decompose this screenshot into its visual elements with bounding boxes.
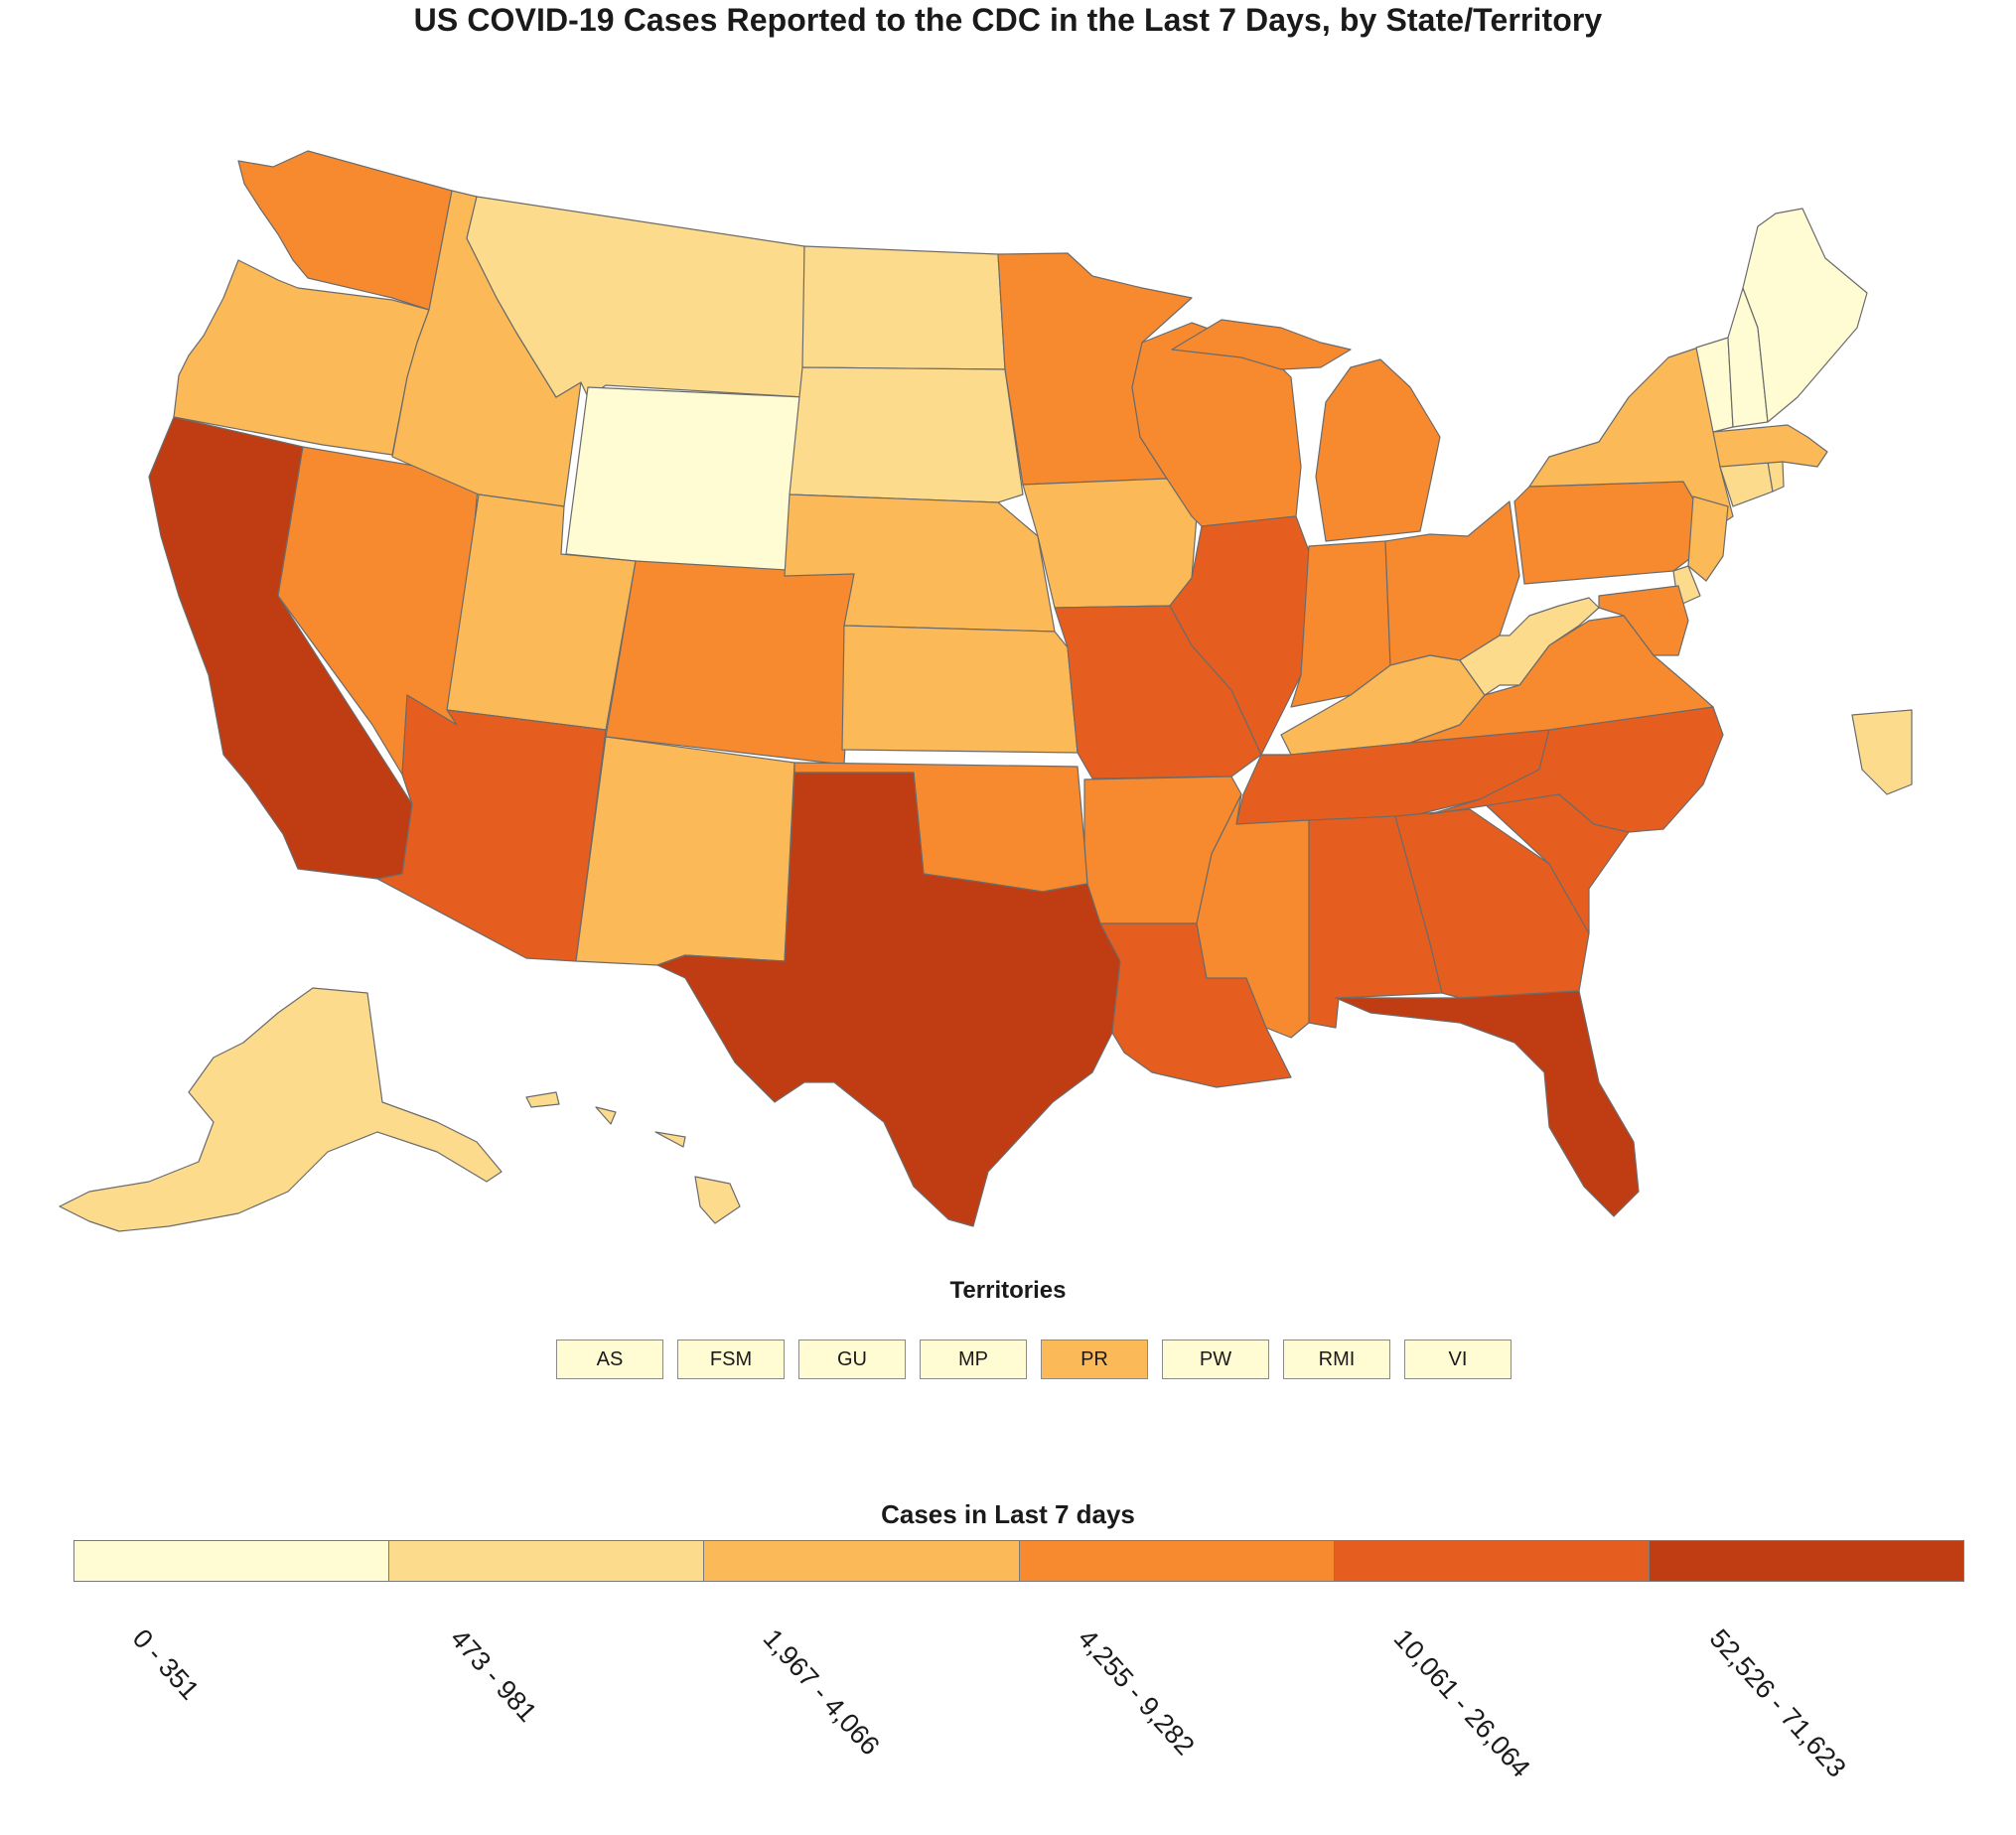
- state-mi[interactable]: [1171, 319, 1352, 370]
- territory-as[interactable]: AS: [556, 1340, 663, 1379]
- state-ks[interactable]: [841, 625, 1079, 754]
- state-co[interactable]: [605, 560, 855, 766]
- state-nj[interactable]: [1687, 495, 1729, 582]
- state-mi[interactable]: [1315, 358, 1441, 542]
- territory-rmi[interactable]: RMI: [1283, 1340, 1390, 1379]
- state-nc[interactable]: [1429, 706, 1724, 833]
- state-md[interactable]: [1598, 585, 1689, 656]
- legend-swatch-5: [1649, 1541, 1964, 1581]
- state-hi[interactable]: [525, 1091, 741, 1224]
- territories-heading: Territories: [949, 1277, 1067, 1304]
- state-tx[interactable]: [656, 772, 1121, 1227]
- legend-swatch-0: [74, 1541, 390, 1581]
- state-nd[interactable]: [801, 245, 1006, 370]
- state-ak[interactable]: [59, 987, 503, 1232]
- territory-pw[interactable]: PW: [1162, 1340, 1269, 1379]
- state-ma[interactable]: [1712, 424, 1828, 468]
- state-az[interactable]: [376, 694, 607, 962]
- territory-mp[interactable]: MP: [920, 1340, 1027, 1379]
- legend-swatch-3: [1019, 1541, 1335, 1581]
- legend-swatch-2: [704, 1541, 1020, 1581]
- map-title: US COVID-19 Cases Reported to the CDC in…: [413, 2, 1603, 38]
- territory-vi[interactable]: VI: [1404, 1340, 1512, 1379]
- state-wa[interactable]: [237, 150, 453, 311]
- state-sd[interactable]: [789, 366, 1024, 503]
- territories-row: AS FSM GU MP PR PW RMI VI: [556, 1340, 1514, 1381]
- states-group: [59, 150, 1913, 1232]
- territory-fsm[interactable]: FSM: [677, 1340, 785, 1379]
- state-or[interactable]: [173, 259, 430, 456]
- legend-heading: Cases in Last 7 days: [881, 1499, 1135, 1529]
- state-wy[interactable]: [565, 386, 805, 577]
- territory-pr[interactable]: PR: [1041, 1340, 1148, 1379]
- legend-swatch-1: [389, 1541, 705, 1581]
- state-ca[interactable]: [148, 416, 413, 880]
- state-nm[interactable]: [575, 736, 795, 966]
- state-wv[interactable]: [1459, 597, 1600, 696]
- state-ia[interactable]: [1022, 478, 1198, 609]
- state-dc[interactable]: [1851, 709, 1913, 795]
- state-me[interactable]: [1742, 208, 1868, 423]
- state-pa[interactable]: [1513, 481, 1704, 585]
- state-fl[interactable]: [1335, 990, 1640, 1217]
- state-ms[interactable]: [1196, 793, 1310, 1039]
- legend-swatch-4: [1334, 1541, 1650, 1581]
- legend-color-scale: [73, 1540, 1964, 1582]
- territory-gu[interactable]: GU: [798, 1340, 906, 1379]
